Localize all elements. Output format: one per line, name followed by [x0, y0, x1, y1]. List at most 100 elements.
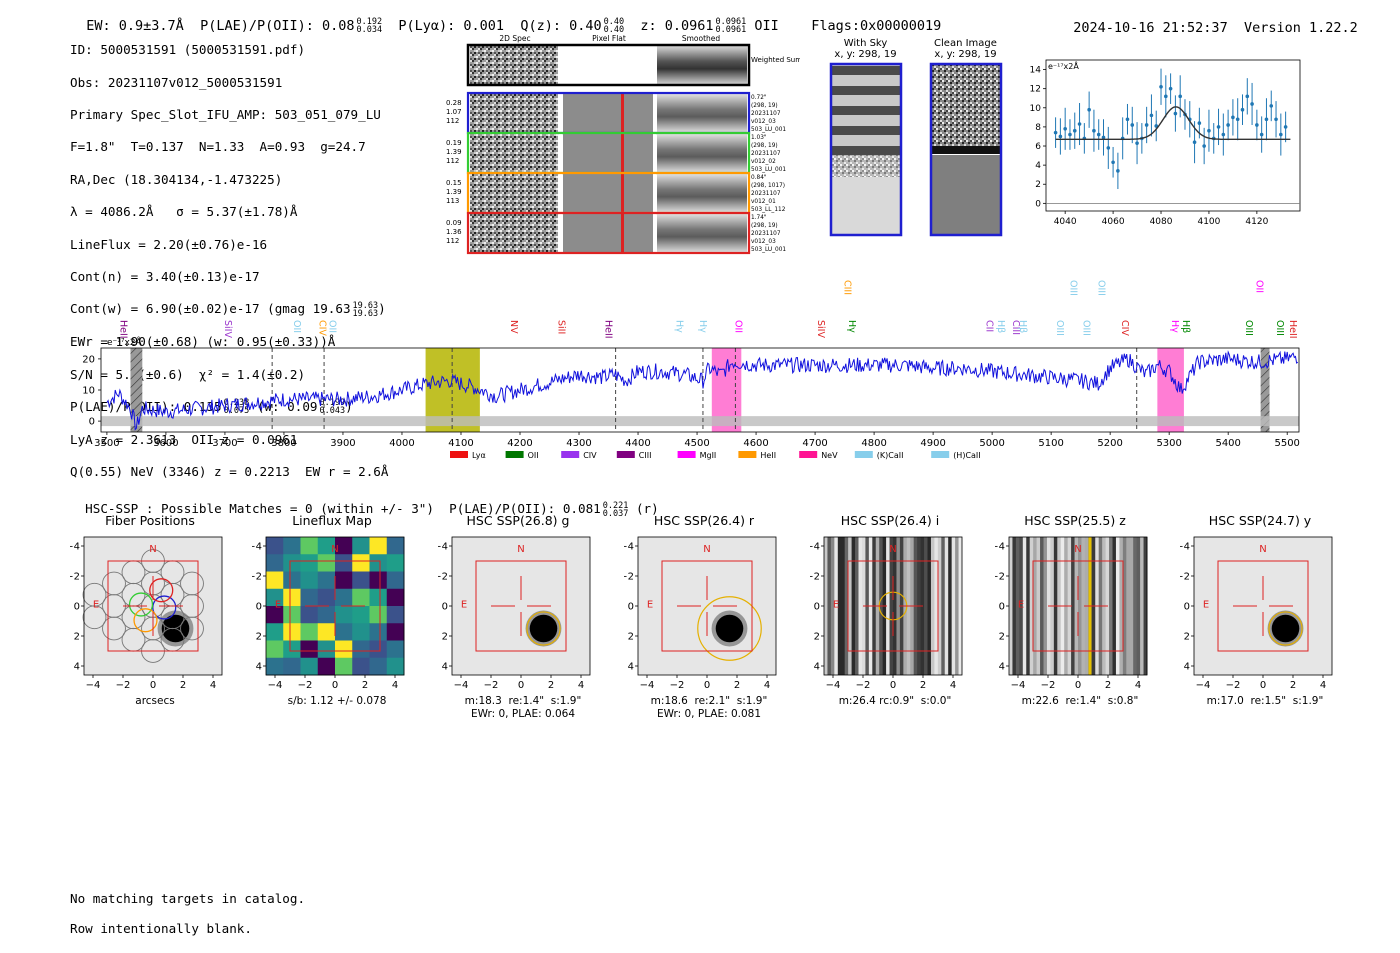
sky-images: [829, 62, 1003, 237]
source-halo: [1267, 610, 1304, 647]
fit-data-point: [1178, 94, 1182, 99]
spectrum-line-label-text: OIII: [1054, 320, 1065, 336]
cutout-left-value: 112: [446, 157, 459, 165]
cutout-smoothed: [657, 94, 747, 132]
cutout-pixel-flat: [563, 94, 653, 132]
compass-east: E: [275, 600, 281, 611]
fit-data-point: [1269, 104, 1274, 108]
spectrum-x-tick-label: 3600: [153, 438, 178, 449]
cutout-right-value: 1.03": [751, 135, 767, 141]
cutout-gap: [653, 214, 656, 252]
panel-stripe: [951, 537, 956, 675]
fit-data-point: [1250, 102, 1254, 106]
cutout-right-value: 503_LU_001: [751, 167, 786, 173]
legend-label: CIII: [639, 451, 652, 460]
panel-x-tick-label: 4: [392, 680, 398, 691]
panel-stripe: [889, 537, 894, 675]
full-spectrum-plot: e⁻¹⁷x2Å 0 10 20 3500 3600 3700 3800 3900 4000 4100…: [82, 280, 1300, 460]
panel-y-tick-label: 2: [999, 632, 1005, 643]
cutout-right-value: (298, 19): [751, 103, 778, 109]
compass-north: N: [331, 544, 338, 555]
fit-data-point: [1259, 132, 1264, 137]
cutout-frame: [466, 211, 751, 255]
lineflux-pixel: [352, 588, 370, 607]
hsc-summary: HSC-SSP : Possible Matches = 0 (within +…: [70, 486, 659, 518]
spectrum-line-label-text: OII: [291, 320, 302, 333]
fit-data-point: [1240, 107, 1245, 112]
spectrum-line-label: HeII: [603, 320, 614, 339]
fit-data-point: [1202, 144, 1206, 148]
spectrum-line-label: Hγ: [697, 320, 708, 333]
cutout-right-value: 503_LU_001: [751, 127, 786, 133]
source-blob: [715, 614, 744, 643]
hsc-panel-caption: m:22.6 re:1.4" s:0.8": [1021, 695, 1139, 707]
info-obs: Obs: 20231107v012_5000531591: [70, 74, 283, 90]
hsc-panel-image: N E −4 4 −2 2 0 0 2 −2 4 −4: [1180, 536, 1333, 691]
lineflux-pixel: [283, 606, 301, 624]
legend-swatch: [738, 451, 757, 458]
spectrum-line-label: HeII: [118, 320, 129, 339]
panel-stripe: [1109, 537, 1113, 675]
fit-unit-label: e⁻¹⁷x2Å: [1048, 60, 1079, 71]
cutout-left-value: 1.36: [446, 228, 462, 236]
panel-x-tick-label: −4: [1196, 680, 1211, 691]
fit-data-point: [1192, 140, 1197, 144]
panel-stripe: [837, 537, 842, 675]
spectrum-line-label-text: OIII: [1243, 320, 1254, 336]
lineflux-pixel: [386, 640, 405, 659]
spectrum-line-label: CII: [983, 320, 994, 332]
hsc-panel-caption: arcsecs: [135, 695, 175, 707]
cutout-right-value: v012_01: [751, 199, 776, 205]
fit-data-point: [1164, 94, 1168, 99]
cutout-smoothed: [657, 134, 747, 172]
spectrum-x-tick-label: 5100: [1038, 438, 1063, 449]
panel-y-tick-label: 2: [256, 632, 262, 643]
info-contn: Cont(n) = 3.40(±0.13)e-17: [70, 269, 260, 285]
panel-y-tick-label: −2: [70, 572, 80, 583]
spectrum-x-tick-label: 3700: [212, 438, 237, 449]
lineflux-pixel: [300, 537, 319, 555]
panel-stripe: [1019, 537, 1024, 675]
legend-label: MgII: [700, 451, 717, 460]
spectrum-line-label: OII: [326, 320, 337, 333]
cutout-right-value: 20231107: [751, 151, 781, 157]
cutout-pixel-flat: [563, 214, 653, 252]
spectrum-line-label: OII: [1254, 280, 1265, 293]
lineflux-pixel: [369, 623, 388, 641]
panel-y-tick-label: 4: [442, 662, 448, 673]
fit-data-point: [1149, 113, 1154, 118]
panel-x-tick-label: 2: [180, 680, 186, 691]
lineflux-pixel: [335, 554, 353, 572]
lineflux-pixel: [335, 657, 353, 676]
search-box: [1032, 560, 1124, 652]
spectrum-x-tick-label: 4400: [625, 438, 650, 449]
compass-north: N: [149, 544, 156, 555]
fit-y-tick-label: 2: [1035, 180, 1041, 190]
hsc-panel-caption-2: EWr: 0, PLAE: 0.064: [470, 708, 576, 720]
cutout-2d-spec: [470, 94, 558, 132]
fiber-circle: [102, 571, 126, 596]
panel-stripe: [930, 537, 935, 675]
hsc-summary-text: HSC-SSP : Possible Matches = 0 (within +…: [85, 501, 601, 516]
spectrum-line-label-text: OIII: [1274, 320, 1285, 336]
cutout-gap: [653, 174, 656, 212]
fit-x-tick-label: 4120: [1245, 217, 1268, 227]
lineflux-pixel: [352, 640, 370, 659]
spectrum-line-label: OIII: [1243, 320, 1254, 336]
cutout-left-value: 0.28: [446, 99, 462, 107]
cutout-line-marker: [621, 174, 624, 212]
spectrum-line-label: OIII: [1068, 280, 1079, 296]
fit-data-point: [1207, 128, 1211, 133]
hsc-panel-image: N E −4 4 −2 2 0 0 2 −2 4 −4: [252, 536, 405, 691]
fit-data-point: [1283, 125, 1288, 129]
header-plae-lo: 0.034: [356, 25, 383, 35]
panel-x-tick-label: −2: [1041, 680, 1056, 691]
cutout-left-value: 1.39: [446, 148, 462, 156]
panel-x-tick-label: 4: [764, 680, 770, 691]
lineflux-pixel: [300, 606, 319, 624]
panel-stripe: [844, 537, 849, 675]
fit-data-point: [1053, 130, 1058, 135]
spectrum-line-label: NV: [508, 320, 519, 334]
spectrum-line-label-text: CII: [983, 320, 994, 332]
lineflux-pixel: [317, 537, 336, 555]
